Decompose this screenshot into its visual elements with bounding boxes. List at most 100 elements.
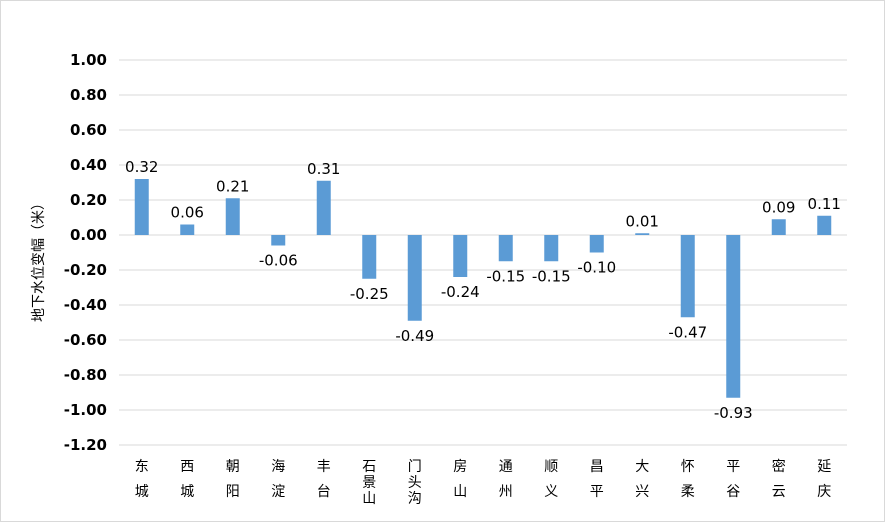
y-tick-label: 0.20 bbox=[70, 191, 107, 209]
bar bbox=[635, 233, 650, 235]
bar bbox=[589, 235, 604, 253]
bar bbox=[180, 224, 195, 235]
x-category-char: 山 bbox=[453, 484, 467, 500]
data-label: -0.15 bbox=[486, 267, 525, 285]
bar bbox=[225, 198, 240, 235]
y-tick-label: -0.80 bbox=[64, 366, 107, 384]
x-category-label: 东城 bbox=[135, 459, 149, 500]
x-category-label: 延庆 bbox=[817, 459, 831, 500]
bar bbox=[316, 180, 331, 235]
y-axis-label: 地下水位变幅（米） bbox=[31, 196, 47, 322]
bar bbox=[362, 235, 377, 279]
x-category-char: 东 bbox=[135, 459, 149, 475]
y-tick-label: 0.00 bbox=[70, 226, 107, 244]
x-category-char: 朝 bbox=[226, 459, 240, 475]
x-category-char: 房 bbox=[453, 459, 467, 475]
x-category-char: 怀 bbox=[681, 459, 695, 475]
bar bbox=[771, 219, 786, 235]
bar bbox=[134, 179, 149, 235]
y-tick-label: -0.60 bbox=[64, 331, 107, 349]
bar bbox=[271, 235, 286, 246]
x-category-char: 平 bbox=[590, 484, 604, 500]
x-category-char: 海 bbox=[271, 459, 285, 475]
x-category-char: 昌 bbox=[590, 459, 604, 475]
x-category-label: 顺义 bbox=[544, 459, 558, 500]
data-labels: 0.32 0.06 0.21 -0.06 0.31 -0.25 -0.49 -0.24 -0.1… bbox=[125, 158, 841, 422]
x-category-label: 密云 bbox=[772, 458, 786, 500]
x-category-char: 沟 bbox=[408, 491, 422, 507]
x-category-char: 平 bbox=[726, 459, 740, 475]
data-label: 0.06 bbox=[171, 204, 204, 222]
x-category-char: 柔 bbox=[681, 484, 695, 500]
x-category-char: 城 bbox=[180, 484, 194, 500]
bars bbox=[134, 179, 832, 398]
data-label: 0.01 bbox=[626, 212, 659, 230]
data-label: -0.47 bbox=[668, 323, 707, 341]
gridlines bbox=[119, 59, 847, 446]
data-label: 0.32 bbox=[125, 158, 158, 176]
x-category-label: 西城 bbox=[180, 459, 194, 500]
x-category-label: 海淀 bbox=[271, 459, 285, 500]
data-label: 0.31 bbox=[307, 160, 340, 178]
bar bbox=[498, 235, 513, 262]
x-category-char: 通 bbox=[499, 459, 513, 475]
y-tick-label: 0.80 bbox=[70, 86, 107, 104]
data-label: -0.06 bbox=[259, 252, 298, 270]
x-category-label: 怀柔 bbox=[681, 459, 695, 500]
x-category-char: 西 bbox=[180, 459, 194, 475]
x-category-char: 谷 bbox=[726, 484, 740, 500]
bar bbox=[680, 235, 695, 318]
data-label: 0.09 bbox=[762, 198, 795, 216]
x-category-label: 丰台 bbox=[317, 459, 331, 500]
x-category-char: 头 bbox=[408, 475, 422, 491]
y-tick-label: 0.60 bbox=[70, 121, 107, 139]
y-tick-label: -0.40 bbox=[64, 296, 107, 314]
data-label: -0.49 bbox=[395, 327, 434, 345]
x-category-char: 延 bbox=[817, 459, 831, 475]
x-category-char: 阳 bbox=[226, 484, 240, 500]
data-label: -0.24 bbox=[441, 283, 480, 301]
data-label: -0.25 bbox=[350, 285, 389, 303]
x-category-label: 通州 bbox=[499, 459, 513, 500]
bar bbox=[544, 235, 559, 262]
data-label: -0.15 bbox=[532, 267, 571, 285]
y-tick-label: 0.40 bbox=[70, 156, 107, 174]
x-category-char: 义 bbox=[544, 484, 558, 500]
x-category-char: 密 bbox=[772, 458, 786, 475]
y-tick-label: -0.20 bbox=[64, 261, 107, 279]
x-category-char: 石 bbox=[362, 459, 376, 475]
bar bbox=[726, 235, 741, 398]
bar bbox=[407, 235, 422, 321]
x-category-char: 淀 bbox=[271, 484, 285, 500]
y-axis-ticks: 1.00 0.80 0.60 0.40 0.20 0.00 -0.20 -0.40 -0.60 -… bbox=[64, 51, 107, 454]
bar bbox=[817, 215, 832, 235]
x-category-char: 云 bbox=[772, 484, 786, 500]
x-category-char: 门 bbox=[408, 459, 422, 475]
x-category-label: 朝阳 bbox=[226, 459, 240, 500]
y-tick-label: -1.20 bbox=[64, 436, 107, 454]
bar bbox=[453, 235, 468, 277]
x-category-char: 城 bbox=[135, 484, 149, 500]
x-category-char: 兴 bbox=[635, 484, 649, 500]
x-category-char: 庆 bbox=[817, 484, 831, 500]
x-category-char: 景 bbox=[362, 475, 376, 491]
data-label: 0.11 bbox=[808, 195, 841, 213]
x-category-label: 房山 bbox=[453, 459, 467, 500]
data-label: 0.21 bbox=[216, 177, 249, 195]
x-category-char: 台 bbox=[317, 484, 331, 500]
x-category-label: 门头沟 bbox=[408, 459, 422, 507]
x-category-label: 昌平 bbox=[590, 459, 604, 500]
data-label: -0.93 bbox=[714, 404, 753, 422]
x-category-char: 州 bbox=[499, 484, 513, 500]
x-category-label: 平谷 bbox=[726, 459, 740, 500]
x-category-char: 山 bbox=[362, 491, 376, 507]
x-category-label: 石景山 bbox=[362, 459, 376, 507]
x-category-char: 大 bbox=[635, 459, 649, 475]
data-label: -0.10 bbox=[577, 259, 616, 277]
x-category-char: 丰 bbox=[317, 459, 331, 475]
x-category-label: 大兴 bbox=[635, 459, 649, 500]
x-category-char: 顺 bbox=[544, 459, 558, 475]
y-tick-label: 1.00 bbox=[70, 51, 107, 69]
